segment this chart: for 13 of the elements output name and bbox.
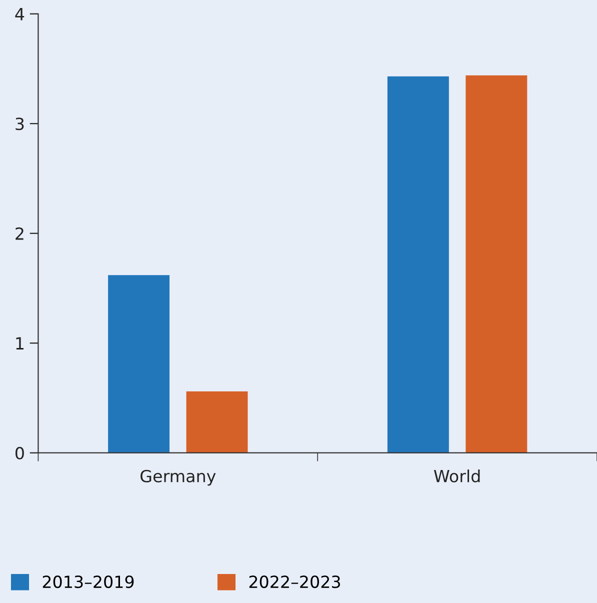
bar <box>387 76 449 453</box>
bar <box>108 275 170 453</box>
y-tick-label: 2 <box>16 227 24 240</box>
bar <box>186 391 248 453</box>
y-tick-label: 0 <box>16 446 24 460</box>
legend-label: 2022–2023 <box>249 575 340 588</box>
y-tick-label: 3 <box>16 118 24 130</box>
legend-label: 2013–2019 <box>42 575 134 588</box>
x-tick-label: Germany <box>140 470 216 486</box>
y-tick-label: 4 <box>15 8 24 20</box>
bar <box>466 75 528 453</box>
y-tick-label: 1 <box>16 337 24 350</box>
x-tick-label: World <box>434 470 480 482</box>
